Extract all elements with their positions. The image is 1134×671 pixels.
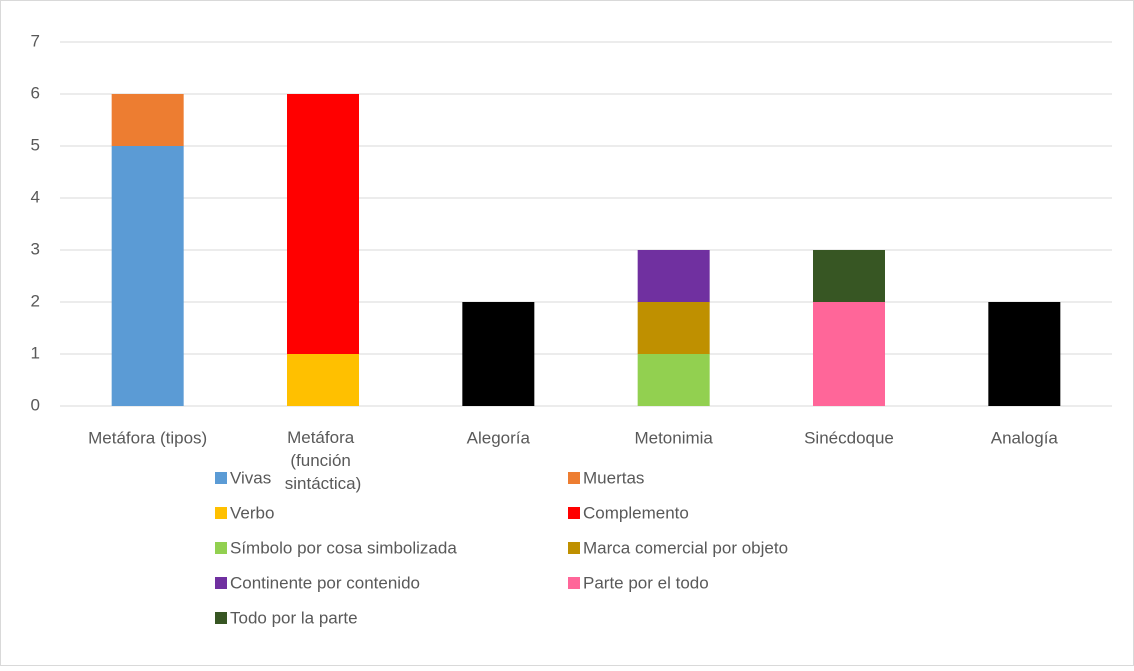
x-tick-label: Metáfora (función sintáctica) — [285, 428, 362, 493]
bar-segment — [813, 302, 885, 406]
y-tick-label: 4 — [31, 187, 40, 206]
legend-swatch — [215, 472, 227, 484]
bar-segment — [111, 146, 184, 406]
bar-segment — [287, 94, 359, 354]
legend-label: Símbolo por cosa simbolizada — [230, 538, 457, 557]
bar-segment — [637, 250, 710, 302]
bar-segment — [988, 302, 1061, 406]
legend-label: Todo por la parte — [230, 608, 358, 627]
legend-label: Verbo — [230, 503, 274, 522]
bar-segment — [462, 302, 535, 406]
y-tick-label: 5 — [31, 135, 40, 154]
x-tick-label: Sinécdoque — [804, 428, 894, 447]
x-tick-label: Alegoría — [467, 428, 531, 447]
y-tick-label: 1 — [31, 343, 40, 362]
y-tick-label: 2 — [31, 291, 40, 310]
y-tick-label: 7 — [31, 31, 40, 50]
legend-swatch — [568, 507, 580, 519]
legend-swatch — [215, 612, 227, 624]
y-tick-label: 0 — [31, 395, 40, 414]
legend-swatch — [568, 577, 580, 589]
y-tick-label: 6 — [31, 83, 40, 102]
legend-label: Continente por contenido — [230, 573, 420, 592]
legend-label: Muertas — [583, 468, 644, 487]
bar-segment — [111, 94, 184, 146]
y-tick-label: 3 — [31, 239, 40, 258]
bar-segment — [287, 354, 359, 406]
x-tick-label: Analogía — [991, 428, 1059, 447]
legend-swatch — [568, 542, 580, 554]
bar-segment — [637, 302, 710, 354]
x-tick-label: Metáfora (tipos) — [88, 428, 207, 447]
legend-label: Vivas — [230, 468, 271, 487]
legend-swatch — [215, 507, 227, 519]
legend-swatch — [568, 472, 580, 484]
legend-label: Parte por el todo — [583, 573, 709, 592]
legend-label: Marca comercial por objeto — [583, 538, 788, 557]
legend-swatch — [215, 542, 227, 554]
bar-segment — [813, 250, 885, 302]
bar-segment — [637, 354, 710, 406]
legend-label: Complemento — [583, 503, 689, 522]
x-tick-label: Metonimia — [634, 428, 713, 447]
legend-swatch — [215, 577, 227, 589]
